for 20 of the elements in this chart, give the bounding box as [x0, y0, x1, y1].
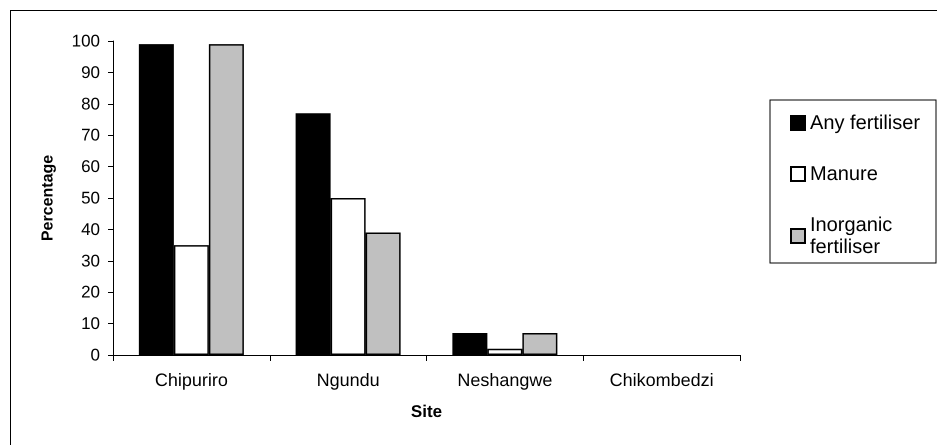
y-tick-label: 90	[81, 62, 100, 82]
y-axis-title: Percentage	[40, 154, 56, 242]
x-tick-label: Neshangwe	[457, 370, 552, 390]
x-tick-label: Chipuriro	[154, 370, 228, 390]
y-tick-label: 0	[90, 346, 100, 364]
x-tick-label: Ngundu	[316, 370, 380, 390]
y-tick-label: 80	[81, 94, 100, 114]
x-axis-title: Site	[410, 402, 442, 421]
legend-label: Inorganic fertiliser	[810, 214, 898, 258]
legend-label: Any fertiliser	[810, 112, 920, 134]
x-tick-label: Chikombedzi	[610, 370, 714, 390]
y-tick-label: 100	[72, 32, 100, 50]
y-tick-label: 10	[81, 314, 100, 334]
legend-label: Manure	[810, 163, 878, 185]
y-tick-label: 40	[81, 220, 100, 239]
y-tick-label: 50	[81, 188, 100, 208]
y-tick-label: 20	[81, 282, 100, 302]
y-tick-label: 60	[81, 157, 100, 176]
y-tick-label: 30	[81, 251, 100, 270]
y-tick-label: 70	[81, 126, 100, 145]
